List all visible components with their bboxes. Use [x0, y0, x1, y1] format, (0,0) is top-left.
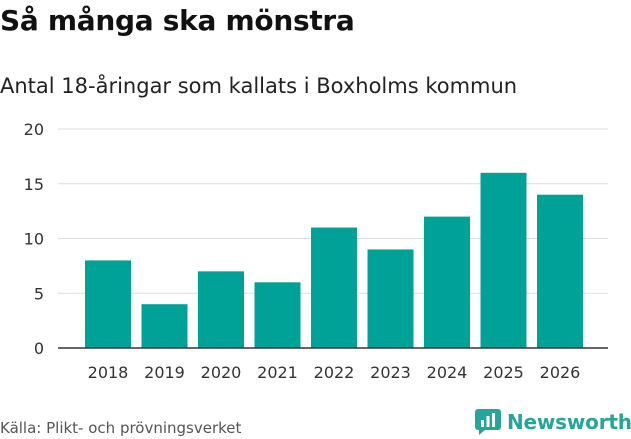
bar-2022 [311, 227, 357, 348]
x-tick-label: 2020 [201, 363, 242, 382]
bar-2019 [141, 304, 188, 348]
y-tick-label: 0 [34, 339, 44, 358]
bar-2021 [254, 282, 301, 348]
brand: Newsworthy [475, 409, 631, 435]
source-note: Källa: Plikt- och prövningsverket [0, 419, 242, 437]
bar-2020 [198, 271, 244, 348]
x-tick-label: 2024 [427, 363, 468, 382]
x-tick-label: 2025 [483, 363, 524, 382]
page-title: Så många ska mönstra [0, 4, 355, 37]
page-subtitle: Antal 18-åringar som kallats i Boxholms … [0, 74, 518, 98]
x-tick-label: 2023 [370, 363, 411, 382]
bar-2025 [480, 172, 527, 348]
y-tick-label: 10 [24, 230, 44, 249]
bar-2024 [424, 216, 470, 348]
y-tick-label: 20 [24, 120, 44, 139]
x-tick-label: 2021 [257, 363, 298, 382]
brand-name: Newsworthy [507, 410, 631, 434]
newsworthy-logo-icon [475, 409, 501, 435]
bar-2018 [85, 260, 131, 348]
bar-2026 [537, 194, 583, 348]
x-tick-label: 2018 [88, 363, 129, 382]
x-tick-label: 2026 [540, 363, 581, 382]
y-tick-label: 5 [34, 284, 44, 303]
x-tick-label: 2022 [314, 363, 355, 382]
bar-2023 [367, 249, 414, 348]
y-tick-label: 15 [24, 175, 44, 194]
x-tick-label: 2019 [144, 363, 185, 382]
